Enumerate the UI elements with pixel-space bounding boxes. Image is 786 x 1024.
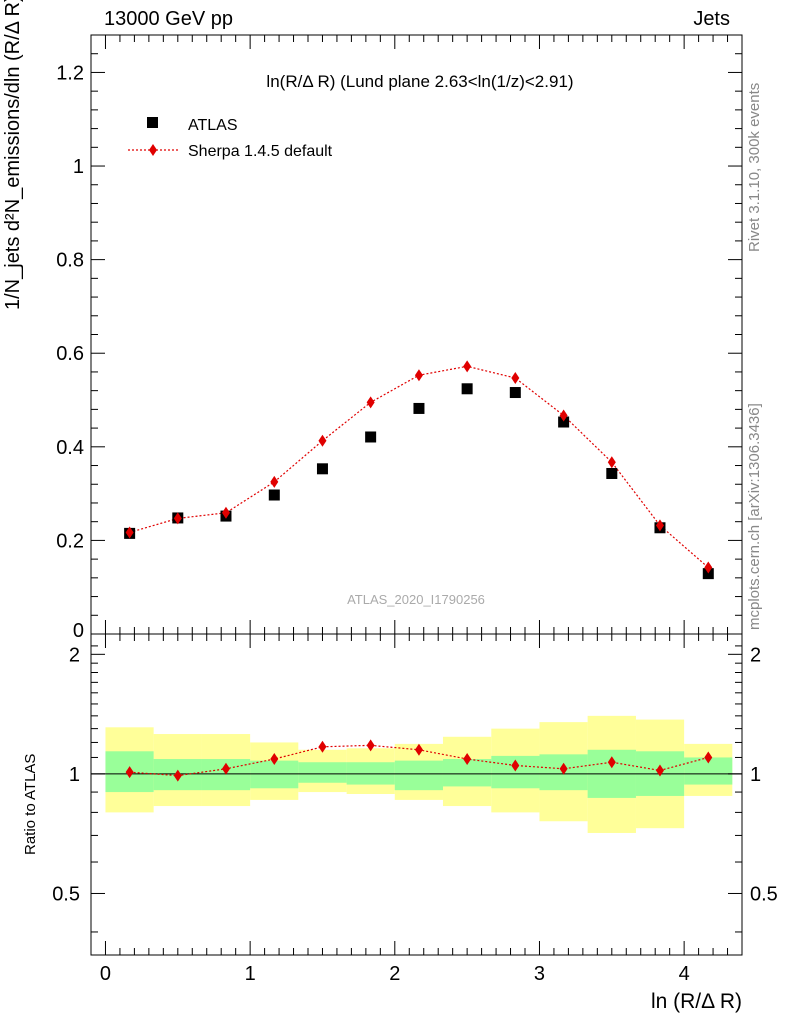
- ratio-tick-label-right: 2: [750, 644, 761, 666]
- legend: ATLAS Sherpa 1.4.5 default: [128, 117, 333, 160]
- atlas-point: [365, 431, 377, 443]
- x-tick-label: 4: [679, 963, 690, 985]
- atlas-point: [413, 402, 425, 414]
- sherpa-ratio-point: [125, 766, 134, 779]
- y-tick-label: 0.2: [56, 530, 84, 552]
- tick-labels: 0 1 2 3 4 0 0.2 0.4 0.6 0.8 1 1.2 0.5 0.5 1 1 2 2: [52, 62, 778, 985]
- sherpa-point: [511, 372, 520, 385]
- sherpa-point: [655, 519, 664, 532]
- x-tick-label: 0: [100, 963, 111, 985]
- category-label: Jets: [693, 8, 730, 30]
- atlas-point: [268, 489, 280, 501]
- sherpa-point: [559, 409, 568, 422]
- legend-sherpa-marker: [149, 144, 157, 156]
- sherpa-ratio-point: [655, 764, 664, 777]
- sherpa-point: [221, 506, 230, 519]
- x-tick-label: 3: [534, 963, 545, 985]
- y-tick-label: 0.6: [56, 343, 84, 365]
- sherpa-point: [414, 369, 423, 382]
- atlas-point: [509, 387, 521, 399]
- y-tick-label: 0: [73, 620, 84, 642]
- sherpa-ratio-point: [607, 756, 616, 769]
- legend-sherpa-label: Sherpa 1.4.5 default: [188, 143, 333, 160]
- atlas-point: [316, 463, 328, 475]
- ratio-tick-label-right: 0.5: [750, 883, 778, 905]
- sherpa-ratio-point: [704, 751, 713, 764]
- mcplots-label: mcplots.cern.ch [arXiv:1306.3436]: [746, 403, 763, 630]
- ratio-tick-label: 1: [69, 764, 80, 786]
- ratio-uncertainty-bands: [105, 715, 733, 833]
- x-axis-label: ln (R/Δ R): [651, 990, 742, 1013]
- sherpa-point: [270, 475, 279, 488]
- ratio-tick-label-right: 1: [750, 764, 761, 786]
- ratio-plot-frame: [90, 633, 743, 956]
- ratio-tick-label: 0.5: [52, 883, 80, 905]
- sherpa-point: [463, 360, 472, 373]
- atlas-point: [461, 383, 473, 395]
- sherpa-point: [318, 434, 327, 447]
- y-axis-label: 1/N_jets d²N_emissions/dln (R/Δ R) dln (…: [2, 0, 24, 310]
- analysis-id-watermark: ATLAS_2020_I1790256: [347, 592, 485, 607]
- chart-title: ln(R/Δ R) (Lund plane 2.63<ln(1/z)<2.91): [266, 72, 573, 91]
- ratio-tick-label: 2: [69, 644, 80, 666]
- sherpa-curve: [129, 365, 709, 569]
- atlas-point: [702, 568, 714, 580]
- plot-frames: [90, 34, 743, 956]
- sherpa-ratio-point: [463, 753, 472, 766]
- sherpa-ratio-point: [511, 759, 520, 772]
- sherpa-point: [607, 456, 616, 469]
- sherpa-point: [704, 561, 713, 574]
- x-tick-label: 2: [389, 963, 400, 985]
- rivet-version-label: Rivet 3.1.10, 300k events: [746, 82, 763, 252]
- sherpa-point: [366, 396, 375, 409]
- y-tick-label: 0.8: [56, 250, 84, 272]
- sherpa-point: [173, 512, 182, 525]
- sherpa-ratio-point: [270, 753, 279, 766]
- sherpa-ratio-point: [414, 743, 423, 756]
- sherpa-ratio-point: [559, 762, 568, 775]
- y-tick-label: 1.2: [56, 62, 84, 84]
- ratio-y-axis-label: Ratio to ATLAS: [22, 753, 39, 855]
- legend-atlas-marker: [147, 117, 158, 128]
- inner-band-bin: [394, 760, 443, 791]
- atlas-point: [558, 416, 570, 428]
- data-markers: [124, 360, 714, 782]
- sherpa-ratio-point: [366, 739, 375, 752]
- sherpa-point: [125, 526, 134, 539]
- energy-label: 13000 GeV pp: [104, 8, 233, 30]
- sherpa-ratio-point: [318, 740, 327, 753]
- data-curves: [129, 365, 709, 777]
- sherpa-ratio-point: [221, 762, 230, 775]
- atlas-point: [606, 467, 618, 479]
- legend-atlas-label: ATLAS: [188, 117, 238, 134]
- y-tick-label: 1: [73, 156, 84, 178]
- sherpa-ratio-point: [173, 769, 182, 782]
- x-tick-label: 1: [245, 963, 256, 985]
- inner-band-bin: [250, 760, 299, 789]
- inner-band-bin: [298, 762, 347, 783]
- y-tick-label: 0.4: [56, 437, 84, 459]
